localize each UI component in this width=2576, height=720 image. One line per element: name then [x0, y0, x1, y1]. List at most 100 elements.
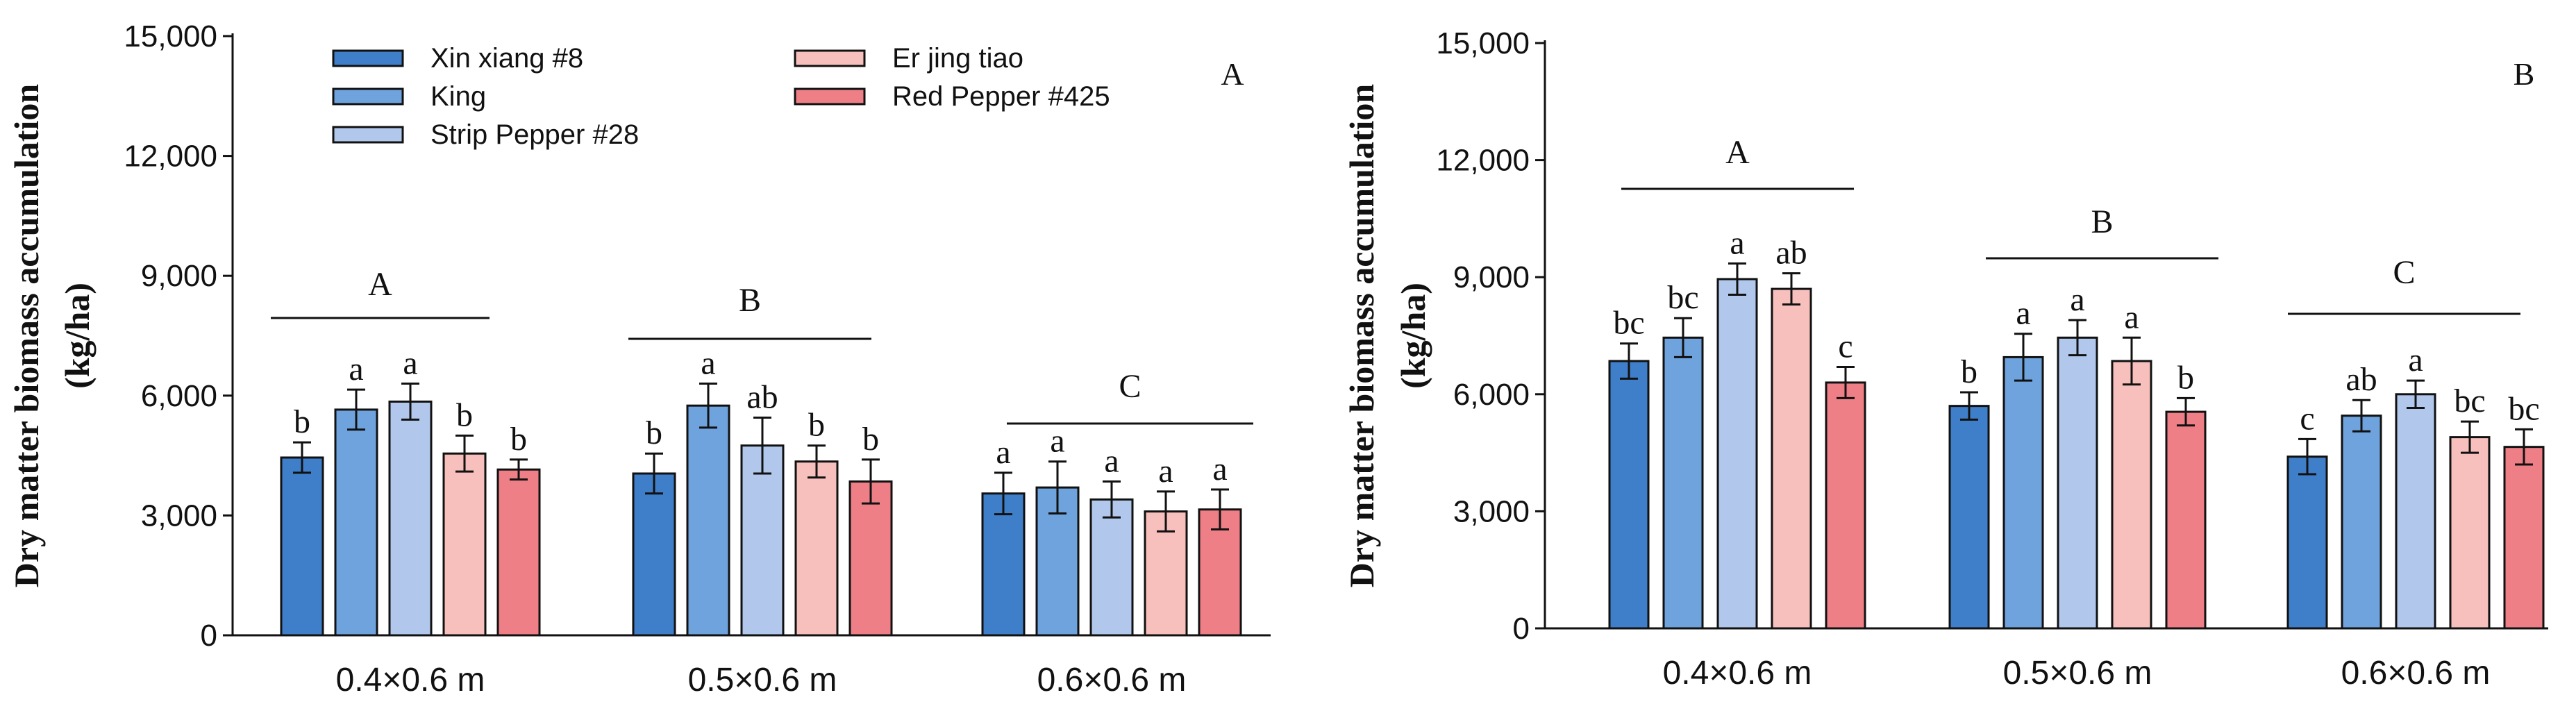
bar: [1662, 336, 1704, 630]
significance-letter: ab: [1775, 235, 1807, 271]
legend-swatch: [332, 87, 404, 106]
bar: [1771, 287, 1812, 630]
bar: [2503, 446, 2545, 630]
significance-letter: a: [2124, 299, 2139, 335]
bar: [848, 480, 893, 637]
bar: [2286, 455, 2328, 630]
significance-letter: b: [862, 421, 879, 458]
significance-letter: a: [2016, 295, 2030, 332]
significance-letter: ab: [746, 378, 778, 415]
chart-panel-A: 0 3,000 6,000 9,000 12,000 15,000 Dry matter b…: [7, 19, 1271, 698]
legend: Xin xiang #8 King Strip Pepper #28 Er jing …: [332, 43, 1110, 150]
bar: [1198, 508, 1242, 637]
y-tick-label: 0: [201, 619, 217, 653]
legend-label: Red Pepper #425: [892, 81, 1110, 112]
y-tick-label: 9,000: [1453, 260, 1530, 294]
legend-swatch: [794, 49, 866, 67]
y-tick-label: 15,000: [1436, 26, 1530, 60]
x-tick-label: 0.6×0.6 m: [2341, 655, 2491, 692]
bar: [2395, 393, 2436, 630]
significance-letter: b: [1961, 353, 1977, 390]
legend-label: King: [430, 81, 486, 112]
bar: [1608, 360, 1650, 630]
significance-letter: a: [1104, 442, 1119, 479]
significance-letter: b: [646, 415, 662, 451]
group-letter: C: [2393, 254, 2415, 291]
significance-letter: bc: [2454, 383, 2485, 419]
bar: [981, 492, 1026, 637]
y-tick-label: 15,000: [124, 19, 217, 53]
legend-label: Er jing tiao: [892, 43, 1023, 74]
y-tick-label: 3,000: [1453, 494, 1530, 528]
y-tick-label: 0: [1513, 612, 1530, 646]
legend-label: Strip Pepper #28: [430, 119, 639, 150]
legend-swatch: [332, 49, 404, 67]
significance-letter: bc: [1667, 279, 1698, 316]
legend-swatch: [794, 87, 866, 106]
y-tick-label: 6,000: [141, 379, 217, 413]
bar: [2057, 336, 2098, 630]
bar: [388, 400, 433, 637]
bar: [632, 472, 676, 637]
significance-letter: b: [456, 396, 473, 433]
y-tick-label: 3,000: [141, 499, 217, 533]
y-tick-label: 9,000: [141, 259, 217, 293]
bar: [2341, 415, 2382, 630]
group-letter: A: [1725, 134, 1750, 171]
bar: [1825, 381, 1866, 630]
group-letter: C: [1119, 368, 1141, 405]
significance-letter: b: [510, 421, 527, 458]
group-letter: A: [368, 266, 392, 303]
significance-letter: a: [2070, 281, 2084, 318]
legend-label: Xin xiang #8: [430, 43, 583, 74]
bar: [442, 452, 487, 637]
significance-letter: c: [1838, 328, 1852, 365]
significance-letter: a: [1730, 225, 1744, 262]
bar: [1089, 498, 1134, 637]
x-tick-label: 0.5×0.6 m: [2003, 655, 2152, 692]
bar: [2449, 436, 2491, 630]
significance-letter: a: [1212, 451, 1227, 487]
significance-letter: a: [996, 434, 1010, 471]
bar: [1716, 278, 1758, 630]
bar: [280, 456, 324, 637]
significance-letter: a: [2408, 342, 2423, 378]
x-tick-label: 0.4×0.6 m: [1663, 655, 1812, 692]
y-tick-label: 12,000: [1436, 144, 1530, 178]
y-axis-unit-label: (kg/ha): [1394, 283, 1432, 389]
bar: [1948, 405, 1990, 630]
significance-letter: c: [2300, 400, 2314, 437]
y-tick-label: 6,000: [1453, 378, 1530, 412]
y-axis-label: Dry matter biomass accumulation: [1342, 84, 1381, 588]
y-axis-label: Dry matter biomass accumulation: [7, 84, 46, 588]
significance-letter: b: [2177, 359, 2194, 396]
significance-letter: a: [349, 351, 363, 387]
bar: [496, 468, 541, 637]
significance-letter: a: [403, 345, 417, 382]
chart-panel-B: 0 3,000 6,000 9,000 12,000 15,000 Dry matter b…: [1342, 26, 2548, 692]
bar: [686, 404, 730, 637]
y-axis-unit-label: (kg/ha): [58, 283, 97, 389]
bar: [794, 460, 839, 637]
significance-letter: a: [701, 345, 715, 382]
x-tick-label: 0.5×0.6 m: [688, 662, 837, 698]
significance-letter: a: [1158, 453, 1173, 489]
significance-letter: b: [294, 403, 310, 440]
bar: [2111, 360, 2152, 630]
bar: [334, 408, 378, 637]
significance-letter: b: [808, 407, 825, 444]
group-letter: B: [739, 282, 761, 319]
group-letter: B: [2091, 203, 2113, 240]
bar: [2002, 355, 2044, 630]
bar: [740, 444, 785, 637]
legend-swatch: [332, 126, 404, 144]
bar: [2165, 410, 2207, 630]
significance-letter: bc: [2508, 390, 2539, 427]
significance-letter: bc: [1613, 305, 1644, 342]
y-tick-label: 12,000: [124, 140, 217, 174]
panel-label: B: [2514, 56, 2535, 92]
significance-letter: ab: [2345, 361, 2377, 398]
significance-letter: a: [1050, 423, 1064, 460]
x-tick-label: 0.6×0.6 m: [1037, 662, 1187, 698]
